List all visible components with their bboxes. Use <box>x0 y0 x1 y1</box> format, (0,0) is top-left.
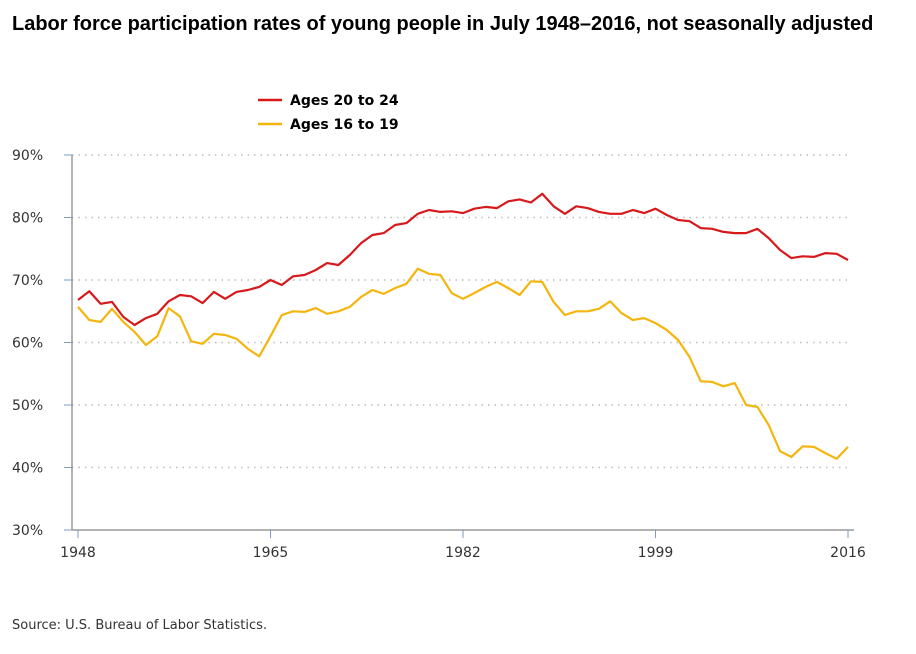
y-tick-label: 60% <box>12 336 43 352</box>
series-line-1 <box>77 267 849 460</box>
x-tick-label: 2016 <box>830 545 866 561</box>
y-tick-label: 30% <box>12 523 43 539</box>
y-tick-label: 50% <box>12 398 43 414</box>
series-line-0 <box>77 192 849 327</box>
chart-title: Labor force participation rates of young… <box>12 13 874 35</box>
x-tick-label: 1999 <box>638 545 674 561</box>
source-note: Source: U.S. Bureau of Labor Statistics. <box>12 618 267 633</box>
y-tick-label: 70% <box>12 273 43 289</box>
y-tick-label: 40% <box>12 461 43 477</box>
y-tick-label: 90% <box>12 148 43 164</box>
x-tick-label: 1948 <box>60 545 96 561</box>
legend-label: Ages 20 to 24 <box>290 93 399 109</box>
legend-label: Ages 16 to 19 <box>290 117 399 133</box>
y-tick-label: 80% <box>12 211 43 227</box>
x-tick-label: 1965 <box>253 545 289 561</box>
x-tick-label: 1982 <box>445 545 481 561</box>
